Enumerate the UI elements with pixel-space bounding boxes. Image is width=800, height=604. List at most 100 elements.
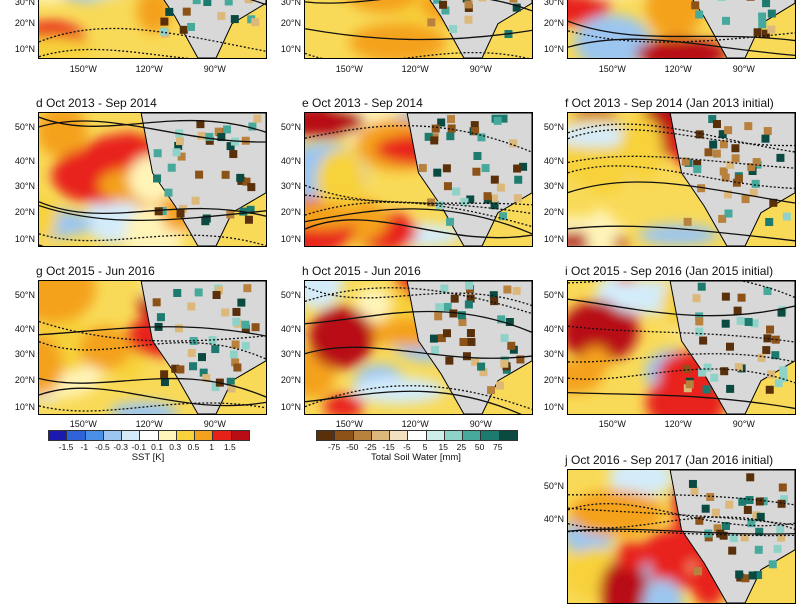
soil-water-cell	[450, 294, 459, 303]
soil-water-cell	[725, 500, 734, 509]
latitude-label: 20°N	[280, 207, 301, 217]
soil-water-cell	[704, 529, 713, 538]
soil-water-cell	[703, 363, 712, 372]
soil-water-cell	[693, 165, 702, 174]
soil-water-cell	[509, 0, 518, 3]
soil-water-cell	[464, 15, 473, 24]
soil-water-cell	[724, 209, 733, 218]
soil-water-cell	[712, 120, 721, 129]
soil-water-cell	[452, 187, 461, 196]
soil-water-cell	[721, 521, 730, 530]
soil-water-cell	[164, 188, 173, 197]
soil-water-cell	[460, 198, 469, 207]
soil-water-cell	[744, 317, 753, 326]
pressure-contour	[568, 503, 795, 527]
longitude-label: 90°W	[203, 419, 226, 429]
latitude-label: 40°N	[543, 156, 564, 166]
soil-water-cell	[752, 511, 761, 520]
soil-water-cell	[203, 0, 212, 7]
soil-water-cell	[711, 508, 720, 517]
pressure-contour	[568, 516, 795, 531]
sst-colorbar-swatch	[122, 431, 141, 440]
soil-water-cell	[682, 364, 691, 373]
longitude-label: 120°W	[135, 419, 163, 429]
pressure-contour	[305, 287, 532, 315]
pressure-contour	[39, 201, 266, 217]
soil-water-cell	[424, 132, 433, 141]
soil-water-cell	[457, 311, 466, 320]
map-panel-a	[38, 0, 267, 59]
soil-water-cell	[187, 22, 196, 31]
soil-colorbar-swatch	[408, 431, 427, 440]
soil-water-cell	[731, 154, 740, 163]
pressure-contour	[568, 391, 795, 410]
soil-water-cell	[431, 345, 440, 354]
soil-water-cell	[777, 499, 786, 508]
soil-water-cell	[685, 380, 694, 389]
soil-water-cell	[709, 140, 718, 149]
pressure-contour	[568, 298, 795, 317]
soil-water-cell	[747, 519, 756, 528]
soil-water-cell	[202, 214, 211, 223]
soil-water-cell	[481, 164, 490, 173]
soil-water-cell	[717, 0, 726, 2]
soil-water-cell	[429, 334, 438, 343]
sst-anomaly-patch	[568, 0, 612, 26]
soil-water-cell	[767, 370, 776, 379]
soil-water-cell	[212, 291, 221, 300]
soil-water-cell	[695, 327, 704, 336]
soil-water-cell	[465, 281, 474, 290]
soil-water-cell	[196, 120, 205, 129]
sst-colorbar-tick: 0.5	[187, 442, 200, 452]
soil-water-cell	[175, 137, 184, 146]
soil-water-cell	[780, 495, 789, 504]
pressure-contour	[305, 219, 532, 239]
soil-water-cell	[697, 282, 706, 291]
soil-water-cell	[769, 198, 778, 207]
soil-water-cell	[221, 308, 230, 317]
soil-water-cell	[427, 18, 436, 27]
soil-water-cell	[741, 195, 750, 204]
soil-water-cell	[205, 132, 214, 141]
pressure-contour	[568, 38, 795, 57]
soil-water-cell	[443, 302, 452, 311]
soil-water-cell	[242, 177, 251, 186]
longitude-label: 90°W	[203, 64, 226, 74]
soil-water-cell	[500, 334, 509, 343]
latitude-label: 50°N	[543, 122, 564, 132]
soil-water-cell	[706, 492, 715, 501]
soil-colorbar-swatch	[426, 431, 445, 440]
soil-water-cell	[704, 148, 713, 157]
soil-water-cell	[418, 164, 427, 173]
pressure-contour	[305, 310, 532, 333]
soil-water-cell	[734, 363, 743, 372]
soil-water-cell	[762, 0, 771, 8]
soil-water-cell	[215, 286, 224, 295]
soil-water-cell	[245, 0, 254, 4]
panel-title-h: h Oct 2015 - Jun 2016	[302, 264, 421, 278]
sst-anomaly-patch	[635, 37, 729, 58]
latitude-label: 20°N	[543, 18, 564, 28]
soil-water-cell	[738, 497, 747, 506]
soil-water-cell	[165, 7, 174, 16]
pressure-contour	[568, 20, 795, 42]
latitude-label: 50°N	[280, 122, 301, 132]
soil-water-cell	[446, 217, 455, 226]
soil-water-cell	[192, 0, 201, 5]
longitude-label: 150°W	[335, 419, 363, 429]
map-panel-i	[567, 280, 796, 415]
soil-water-cell	[733, 306, 742, 315]
soil-water-cell	[735, 570, 744, 579]
soil-water-cell	[197, 131, 206, 140]
soil-water-cell	[160, 370, 169, 379]
soil-water-cell	[728, 546, 737, 555]
sst-anomaly-patch	[574, 14, 652, 58]
soil-water-cell	[172, 148, 181, 157]
soil-water-cell	[241, 320, 250, 329]
latitude-label: 30°N	[14, 181, 35, 191]
longitude-label: 90°W	[732, 64, 755, 74]
soil-water-cell	[434, 312, 443, 321]
soil-water-cell	[154, 207, 163, 216]
soil-water-cell	[458, 318, 467, 327]
sst-anomaly-patch	[305, 113, 365, 138]
